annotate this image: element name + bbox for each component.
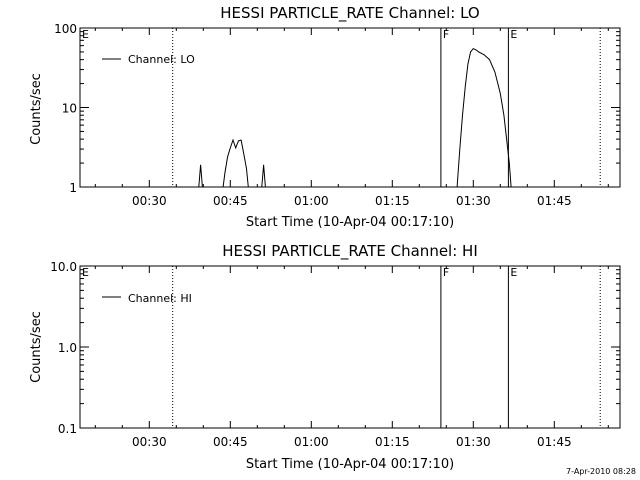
x-tick-label: 00:30 bbox=[132, 435, 167, 449]
event-marker-label: F bbox=[443, 28, 449, 41]
event-marker-label: E bbox=[510, 266, 517, 279]
event-marker-label: F bbox=[443, 266, 449, 279]
y-tick-label: 1 bbox=[69, 181, 77, 195]
y-tick-label: 10 bbox=[62, 102, 77, 116]
event-marker-label: E bbox=[82, 28, 89, 41]
x-tick-label: 00:45 bbox=[213, 194, 248, 208]
x-tick-label: 00:30 bbox=[132, 194, 167, 208]
x-tick-label: 01:00 bbox=[294, 194, 329, 208]
x-tick-label: 01:15 bbox=[375, 435, 410, 449]
x-tick-label: 00:45 bbox=[213, 435, 248, 449]
chart-title: HESSI PARTICLE_RATE Channel: LO bbox=[220, 4, 479, 23]
panel-channel-hi: HESSI PARTICLE_RATE Channel: HI Start Ti… bbox=[29, 242, 621, 472]
event-marker-label: E bbox=[510, 28, 517, 41]
legend-label: Channel: LO bbox=[128, 53, 195, 66]
x-tick-label: 01:00 bbox=[294, 435, 329, 449]
x-axis-label: Start Time (10-Apr-04 00:17:10) bbox=[246, 457, 454, 472]
y-tick-label: 1.0 bbox=[58, 341, 77, 355]
series-line bbox=[456, 47, 512, 188]
x-tick-label: 01:45 bbox=[537, 435, 572, 449]
y-tick-label: 100 bbox=[54, 22, 77, 36]
legend-label: Channel: HI bbox=[128, 292, 192, 305]
x-tick-label: 01:30 bbox=[456, 435, 491, 449]
chart-title: HESSI PARTICLE_RATE Channel: HI bbox=[222, 242, 478, 261]
y-tick-label: 10.0 bbox=[50, 260, 77, 274]
x-axis-label: Start Time (10-Apr-04 00:17:10) bbox=[246, 215, 454, 230]
plot-frame bbox=[79, 27, 621, 188]
series-line bbox=[261, 164, 266, 188]
panel-channel-lo: HESSI PARTICLE_RATE Channel: LO Start Ti… bbox=[29, 4, 621, 230]
series-line bbox=[222, 138, 249, 188]
series-line bbox=[198, 164, 203, 188]
event-marker-label: E bbox=[82, 266, 89, 279]
x-tick-label: 01:15 bbox=[375, 194, 410, 208]
x-tick-label: 01:45 bbox=[537, 194, 572, 208]
y-axis-label: Counts/sec bbox=[29, 73, 44, 145]
plot-frame bbox=[79, 265, 621, 429]
y-tick-label: 0.1 bbox=[58, 422, 77, 436]
x-tick-label: 01:30 bbox=[456, 194, 491, 208]
y-axis-label: Counts/sec bbox=[29, 311, 44, 383]
footer-timestamp: 7-Apr-2010 08:28 bbox=[566, 467, 636, 476]
